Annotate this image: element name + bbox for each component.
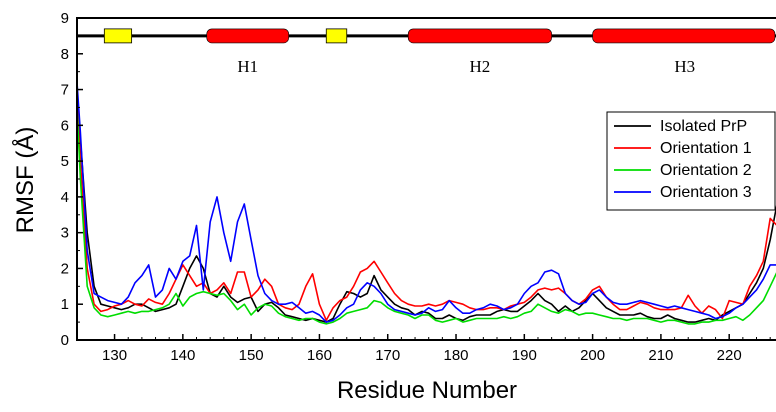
- beta-strand-1: [103, 28, 133, 44]
- x-tick-label: 220: [717, 347, 742, 364]
- y-tick-label: 0: [61, 332, 69, 349]
- helix-H2: [407, 28, 552, 44]
- y-tick-label: 9: [61, 10, 69, 27]
- x-tick-label: 170: [375, 347, 400, 364]
- helix-label-H2: H2: [470, 57, 491, 76]
- secondary-structure-track: H1 H2 H3: [77, 28, 776, 76]
- y-tick-label: 5: [61, 153, 69, 170]
- series-line-4: [77, 82, 776, 323]
- helix-label-H3: H3: [674, 57, 695, 76]
- axis-ticks: 130 140 150 160 170 180 190 200 210 220 0 1 2 3 4 5 6 7 8 9: [61, 10, 771, 364]
- y-axis-title: RMSF (Å): [11, 127, 39, 234]
- series-lines: [77, 82, 776, 325]
- series-line-1: [77, 89, 776, 323]
- legend-label-3: Orientation 2: [660, 162, 752, 179]
- legend-box: [606, 111, 776, 211]
- x-tick-label: 200: [580, 347, 605, 364]
- y-tick-label: 2: [61, 260, 69, 277]
- helix-H3: [592, 28, 776, 44]
- helix-label-H1: H1: [237, 57, 258, 76]
- x-axis-title: Residue Number: [337, 377, 517, 404]
- legend-label-4: Orientation 3: [660, 184, 752, 201]
- y-tick-label: 3: [61, 225, 69, 242]
- y-tick-label: 1: [61, 296, 69, 313]
- x-tick-label: 180: [444, 347, 469, 364]
- beta-strand-2: [325, 28, 348, 44]
- x-tick-label: 130: [102, 347, 127, 364]
- x-tick-label: 210: [648, 347, 673, 364]
- y-tick-label: 4: [61, 189, 69, 206]
- y-tick-label: 8: [61, 46, 69, 63]
- legend-label-2: Orientation 1: [660, 140, 752, 157]
- y-tick-label: 6: [61, 117, 69, 134]
- x-tick-label: 150: [239, 347, 264, 364]
- x-tick-label: 140: [170, 347, 195, 364]
- helix-H1: [206, 28, 290, 44]
- y-tick-label: 7: [61, 82, 69, 99]
- series-line-3: [77, 107, 776, 325]
- legend-label-1: Isolated PrP: [660, 118, 747, 135]
- x-tick-label: 190: [512, 347, 537, 364]
- x-tick-label: 160: [307, 347, 332, 364]
- series-line-2: [77, 96, 776, 322]
- legend: Isolated PrP Orientation 1 Orientation 2 Or…: [606, 111, 776, 211]
